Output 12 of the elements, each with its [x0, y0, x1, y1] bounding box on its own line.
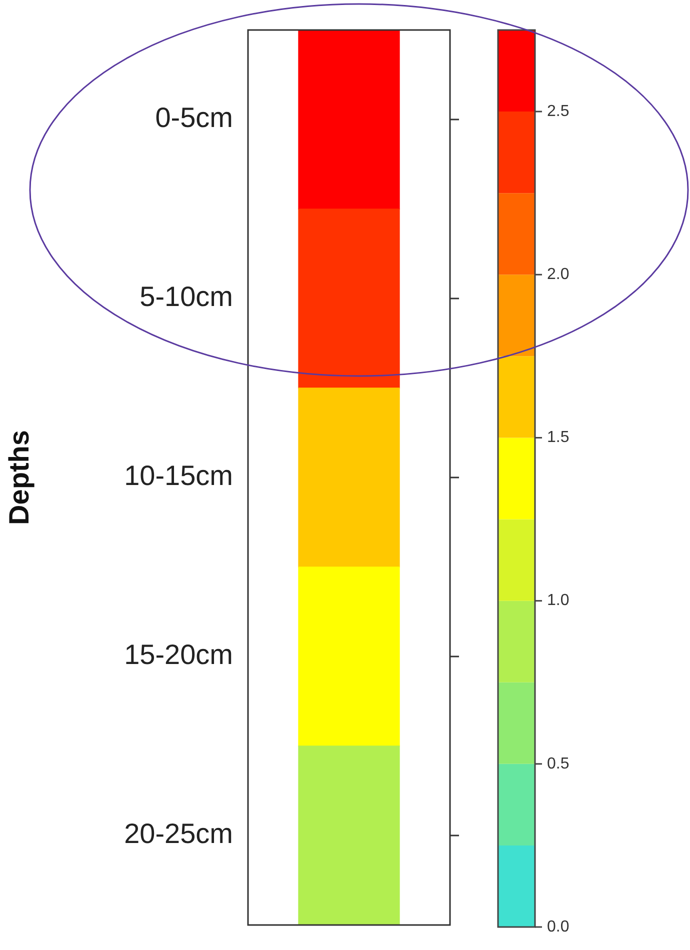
color-bar-label: 1.0 [547, 592, 570, 610]
y-tick-label: 5-10cm [140, 281, 233, 312]
y-tick-label: 10-15cm [124, 460, 233, 492]
color-bar-label: 2.0 [547, 266, 570, 284]
color-bar-label: 1.5 [547, 429, 570, 446]
y-tick-label: 20-25cm [124, 818, 233, 850]
y-tick-label: 15-20cm [124, 639, 233, 670]
y-tick-label: 0-5cm [155, 102, 233, 134]
color-bar-label: 2.5 [547, 102, 570, 120]
color-bar-label: 0.0 [547, 918, 570, 936]
color-bar-label: 0.5 [547, 755, 570, 772]
y-axis-title: Depths [4, 430, 35, 525]
